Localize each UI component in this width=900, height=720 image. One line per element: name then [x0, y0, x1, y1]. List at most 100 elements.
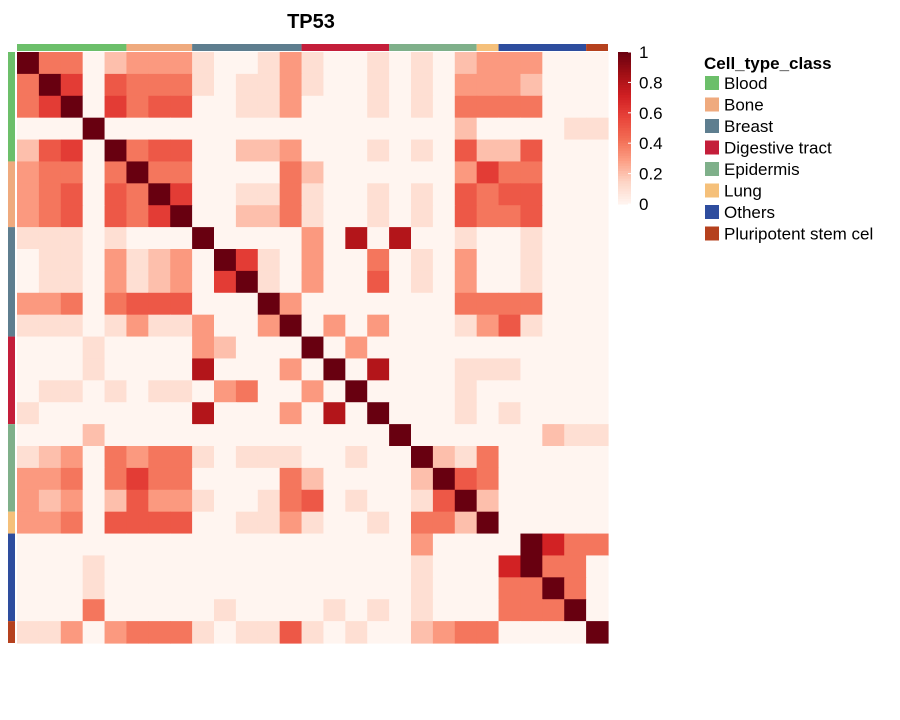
heatmap-cell — [498, 467, 522, 491]
heatmap-cell — [498, 161, 522, 184]
legend-item-label: Others — [724, 203, 775, 222]
heatmap-cell — [82, 424, 106, 447]
heatmap-cell — [476, 95, 500, 119]
legend-swatch — [705, 205, 719, 219]
heatmap-cell — [301, 380, 325, 403]
heatmap-cell — [148, 358, 171, 381]
heatmap-cell — [542, 489, 565, 513]
heatmap-cell — [126, 424, 149, 447]
color-scale-step — [618, 145, 631, 149]
heatmap-cell — [192, 227, 215, 250]
heatmap-cell — [432, 380, 456, 403]
color-scale-step — [618, 64, 631, 68]
heatmap-cell — [520, 621, 543, 644]
heatmap-cell — [126, 380, 149, 403]
legend-item-label: Epidermis — [724, 160, 800, 179]
color-scale-tick-label: 0 — [639, 195, 648, 214]
heatmap-cell — [170, 533, 193, 557]
heatmap-cell — [520, 358, 543, 381]
heatmap-cell — [454, 205, 478, 228]
heatmap-cell — [586, 533, 609, 557]
color-scale-step — [618, 54, 631, 58]
heatmap-cell — [301, 336, 325, 360]
heatmap-cell — [257, 621, 281, 644]
heatmap-cell — [367, 139, 390, 163]
heatmap-cell — [148, 336, 171, 360]
heatmap-cell — [235, 314, 259, 338]
heatmap-cell — [454, 511, 478, 535]
heatmap-cell — [411, 227, 434, 250]
heatmap-cell — [279, 446, 303, 469]
heatmap-cell — [38, 336, 62, 360]
heatmap-cell — [586, 489, 609, 513]
heatmap-cell — [279, 227, 303, 250]
heatmap-cell — [542, 52, 565, 75]
heatmap-cell — [257, 117, 281, 141]
heatmap-cell — [126, 270, 149, 294]
heatmap-cell — [498, 270, 522, 294]
heatmap-cell — [82, 292, 106, 316]
heatmap-cell — [586, 205, 609, 228]
heatmap-cell — [586, 139, 609, 163]
heatmap-cell — [60, 270, 84, 294]
color-scale-step — [618, 57, 631, 61]
heatmap-cell — [564, 161, 587, 184]
heatmap-cell — [345, 139, 368, 163]
heatmap-cell — [170, 227, 193, 250]
heatmap-cell — [17, 599, 40, 622]
heatmap-cell — [192, 314, 215, 338]
heatmap-cell — [542, 314, 565, 338]
heatmap-cell — [564, 621, 587, 644]
heatmap-cell — [82, 183, 106, 206]
legend-item-label: Breast — [724, 117, 773, 136]
heatmap-cell — [82, 358, 106, 381]
heatmap-cell — [60, 183, 84, 206]
heatmap-cell — [17, 249, 40, 272]
heatmap-cell — [17, 467, 40, 491]
heatmap-cell — [257, 402, 281, 425]
heatmap-cell — [214, 446, 237, 469]
heatmap-cell — [126, 402, 149, 425]
heatmap-cell — [476, 73, 500, 97]
heatmap-cell — [17, 227, 40, 250]
heatmap-cell — [170, 249, 193, 272]
heatmap-cell — [257, 380, 281, 403]
heatmap-cell — [520, 336, 543, 360]
heatmap-cell — [411, 446, 434, 469]
heatmap-cell — [82, 446, 106, 469]
heatmap-cell — [170, 402, 193, 425]
heatmap-cell — [148, 467, 171, 491]
heatmap-cell — [170, 555, 193, 578]
heatmap-cell — [323, 73, 346, 97]
heatmap-cell — [323, 621, 346, 644]
heatmap-cell — [454, 249, 478, 272]
heatmap-cell — [38, 73, 62, 97]
heatmap-cell — [214, 227, 237, 250]
heatmap-cell — [586, 161, 609, 184]
heatmap-cell — [345, 205, 368, 228]
heatmap-cell — [126, 227, 149, 250]
heatmap-cell — [235, 446, 259, 469]
heatmap-cell — [323, 489, 346, 513]
heatmap-cell — [345, 424, 368, 447]
color-scale-step — [618, 120, 631, 124]
heatmap-cell — [367, 621, 390, 644]
heatmap-cell — [476, 511, 500, 535]
heatmap-cell — [60, 161, 84, 184]
heatmap-cell — [520, 139, 543, 163]
heatmap-cell — [345, 599, 368, 622]
heatmap-cell — [432, 336, 456, 360]
heatmap-cell — [345, 446, 368, 469]
annotation-segment — [8, 621, 15, 643]
heatmap-cell — [542, 117, 565, 141]
heatmap-cell — [126, 183, 149, 206]
heatmap-cell — [454, 577, 478, 600]
heatmap-cell — [301, 467, 325, 491]
heatmap-cell — [476, 161, 500, 184]
heatmap-cell — [520, 205, 543, 228]
heatmap-cell — [542, 292, 565, 316]
heatmap-cell — [279, 139, 303, 163]
heatmap-cell — [520, 183, 543, 206]
heatmap-cell — [564, 489, 587, 513]
color-scale-step — [618, 95, 631, 99]
